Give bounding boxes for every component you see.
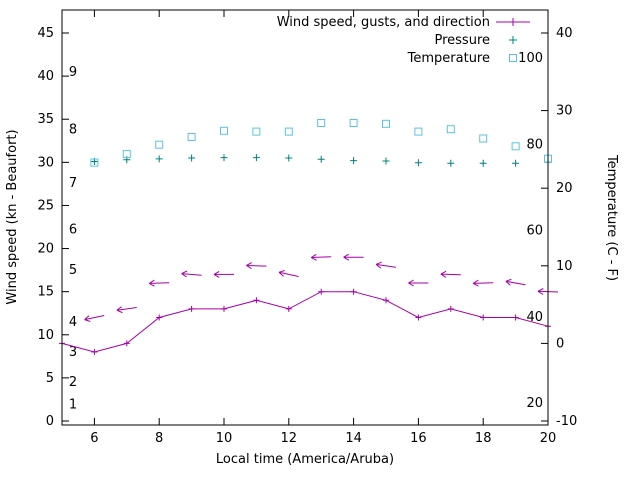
temperature-point-square-icon [284, 127, 293, 136]
legend-label-temperature: Temperature [407, 51, 490, 66]
legend-item-temperature: Temperature [407, 51, 517, 66]
y-right-tick-label: 20 [556, 181, 573, 196]
y-left-tick-label: 0 [46, 414, 54, 429]
y-right-axis-title: Temperature (C - F) [604, 154, 619, 281]
gust-direction-arrow-icon [440, 270, 461, 278]
beaufort-label: 1 [69, 398, 77, 413]
y-left-tick-label: 15 [37, 285, 54, 300]
legend-item-pressure: Pressure [434, 33, 517, 48]
x-tick-label: 12 [281, 431, 298, 446]
x-tick-label: 10 [216, 431, 233, 446]
legend-marker-temperature-square-icon [509, 54, 517, 62]
gust-direction-arrow-icon [84, 315, 105, 322]
fahrenheit-label: 20 [526, 396, 543, 411]
y-left-axis-ticks: 0 5 10 15 20 25 30 35 40 45 [37, 26, 69, 429]
x-tick-label: 18 [475, 431, 492, 446]
temperature-point-square-icon [349, 119, 358, 127]
x-axis-ticks: 6 8 10 12 14 16 18 20 [90, 10, 556, 446]
beaufort-label: 5 [69, 263, 77, 278]
temperature-point-square-icon [317, 119, 326, 127]
y-right-tick-label: 0 [556, 336, 564, 351]
gust-direction-arrow-icon [213, 270, 234, 278]
gust-direction-arrow-icon [343, 253, 364, 261]
y-right-axis-ticks: -10 0 10 20 30 40 [541, 26, 577, 429]
temperature-point-square-icon [382, 119, 390, 128]
temperature-point-square-icon [479, 134, 488, 143]
legend-label-wind: Wind speed, gusts, and direction [277, 15, 490, 30]
gust-direction-arrow-icon [472, 279, 494, 287]
pressure-series [90, 154, 552, 167]
gust-direction-arrow-icon [148, 279, 170, 287]
y-right-tick-label: -10 [556, 414, 577, 429]
y-right-tick-label: 30 [556, 104, 573, 119]
gust-direction-arrow-icon [505, 278, 526, 286]
gust-direction-arrow-icon [408, 279, 429, 287]
legend-item-wind: Wind speed, gusts, and direction [277, 15, 530, 30]
y-right-tick-label: 40 [556, 26, 573, 41]
legend-marker-wind-line-plus-icon [496, 18, 530, 26]
y-left-tick-label: 35 [37, 112, 54, 127]
y-left-tick-label: 25 [37, 198, 54, 213]
y-left-tick-label: 30 [37, 155, 54, 170]
x-tick-label: 14 [345, 431, 362, 446]
beaufort-scale-labels: 1 2 3 4 5 6 7 8 9 [69, 65, 77, 413]
x-axis-title: Local time (America/Aruba) [216, 452, 394, 467]
gust-direction-arrow-icon [278, 270, 299, 277]
temperature-point-square-icon [446, 125, 455, 134]
x-tick-label: 16 [410, 431, 427, 446]
beaufort-label: 6 [69, 223, 77, 238]
temperature-point-square-icon [90, 158, 99, 167]
beaufort-label: 4 [69, 315, 77, 330]
temperature-point-square-icon [155, 140, 164, 149]
fahrenheit-label: 80 [526, 137, 543, 152]
fahrenheit-label: 100 [518, 51, 543, 66]
gust-direction-arrow-icon [375, 261, 396, 269]
y-left-tick-label: 20 [37, 242, 54, 257]
legend-marker-pressure-plus-icon [509, 36, 517, 44]
beaufort-label: 2 [69, 375, 77, 390]
gust-direction-arrow-icon [181, 270, 202, 278]
temperature-point-square-icon [414, 127, 423, 136]
x-tick-label: 20 [540, 431, 557, 446]
plot-border [61, 9, 549, 426]
temperature-point-square-icon [187, 133, 196, 141]
gust-direction-arrow-icon [246, 262, 267, 270]
temperature-point-square-icon [122, 150, 131, 159]
beaufort-label: 7 [69, 176, 77, 191]
y-left-tick-label: 10 [37, 328, 54, 343]
legend-label-pressure: Pressure [434, 33, 490, 48]
beaufort-label: 3 [69, 345, 77, 360]
temperature-point-square-icon [511, 142, 520, 151]
x-tick-label: 6 [90, 431, 98, 446]
fahrenheit-label: 60 [526, 224, 543, 239]
gust-direction-arrow-icon [310, 253, 332, 261]
y-right-tick-label: 10 [556, 259, 573, 274]
x-tick-label: 8 [155, 431, 163, 446]
beaufort-label: 9 [69, 65, 77, 80]
beaufort-label: 8 [69, 123, 77, 138]
gust-direction-arrow-icon [116, 306, 137, 314]
temperature-point-square-icon [220, 126, 228, 135]
y-left-tick-label: 5 [46, 371, 54, 386]
legend: Wind speed, gusts, and direction Pressur… [277, 15, 530, 66]
temperature-point-square-icon [252, 127, 261, 136]
y-left-tick-label: 40 [37, 69, 54, 84]
y-left-tick-label: 45 [37, 26, 54, 41]
y-left-axis-title: Wind speed (kn - Beaufort) [5, 129, 20, 304]
